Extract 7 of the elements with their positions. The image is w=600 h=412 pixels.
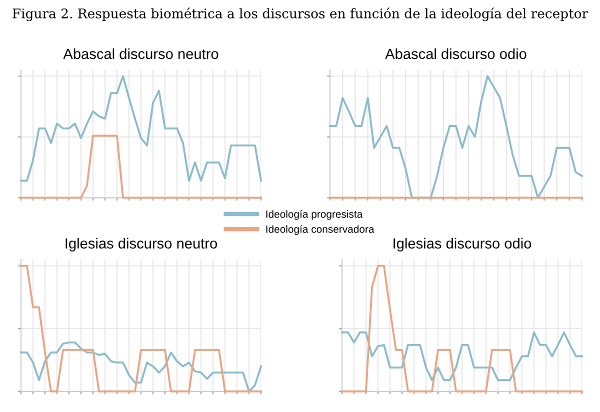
chart-title: Abascal discurso neutro [63,48,218,60]
legend-label: Ideología progresista [266,210,363,220]
text: Figura 2. Respuesta biométrica a los discursos en función de la ideología del receptor [12,8,588,22]
chart-title: Abascal discurso odio [385,48,526,60]
chart-title: Iglesias discurso odio [394,238,532,252]
chart-title: Iglesias discurso neutro [66,238,217,252]
legend-label: Ideología conservadora [266,225,374,235]
